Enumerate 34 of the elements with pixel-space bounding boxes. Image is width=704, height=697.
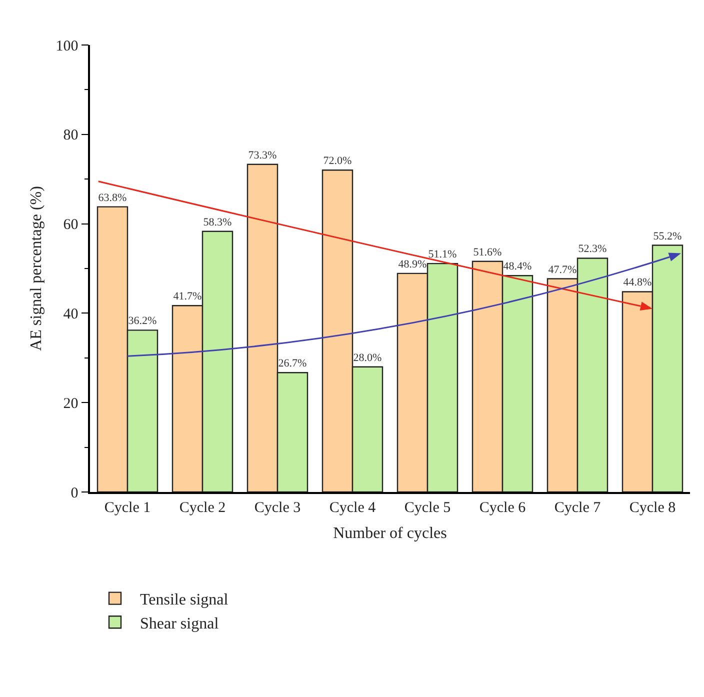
data-label: 44.8% xyxy=(623,276,652,289)
x-tick-label: Cycle 5 xyxy=(404,500,451,516)
y-axis-title: AE signal percentage (%) xyxy=(28,186,46,351)
x-tick-label: Cycle 7 xyxy=(554,500,602,516)
data-label: 73.3% xyxy=(248,149,277,162)
x-tick-label: Cycle 3 xyxy=(254,500,301,516)
x-tick-label: Cycle 8 xyxy=(629,500,676,516)
x-tick-label: Cycle 4 xyxy=(329,500,376,516)
y-tick-label: 40 xyxy=(63,306,78,322)
data-label: 55.2% xyxy=(653,230,682,242)
x-tick-label: Cycle 6 xyxy=(479,500,526,516)
data-label: 41.7% xyxy=(173,290,202,303)
data-label: 58.3% xyxy=(203,216,232,228)
y-tick-label: 80 xyxy=(63,128,78,144)
legend-label: Tensile signal xyxy=(140,592,229,609)
data-label: 48.4% xyxy=(503,260,532,273)
x-tick-label: Cycle 1 xyxy=(104,500,151,516)
y-tick-label: 0 xyxy=(70,485,78,502)
data-label: 63.8% xyxy=(98,192,127,204)
data-label: 26.7% xyxy=(278,358,307,370)
data-label: 51.6% xyxy=(473,246,502,258)
data-label: 28.0% xyxy=(353,352,382,364)
legend-label: Shear signal xyxy=(140,615,220,632)
x-axis-title: Number of cycles xyxy=(333,524,447,542)
data-label: 51.1% xyxy=(428,248,457,261)
data-label: 36.2% xyxy=(128,315,157,328)
data-label: 72.0% xyxy=(323,155,352,168)
data-label: 52.3% xyxy=(578,243,607,256)
data-label: 48.9% xyxy=(398,258,427,270)
y-tick-label: 100 xyxy=(56,38,78,54)
y-tick-label: 60 xyxy=(63,217,78,234)
x-tick-label: Cycle 2 xyxy=(179,500,226,516)
data-label: 47.7% xyxy=(548,264,577,276)
y-tick-label: 20 xyxy=(63,396,78,412)
